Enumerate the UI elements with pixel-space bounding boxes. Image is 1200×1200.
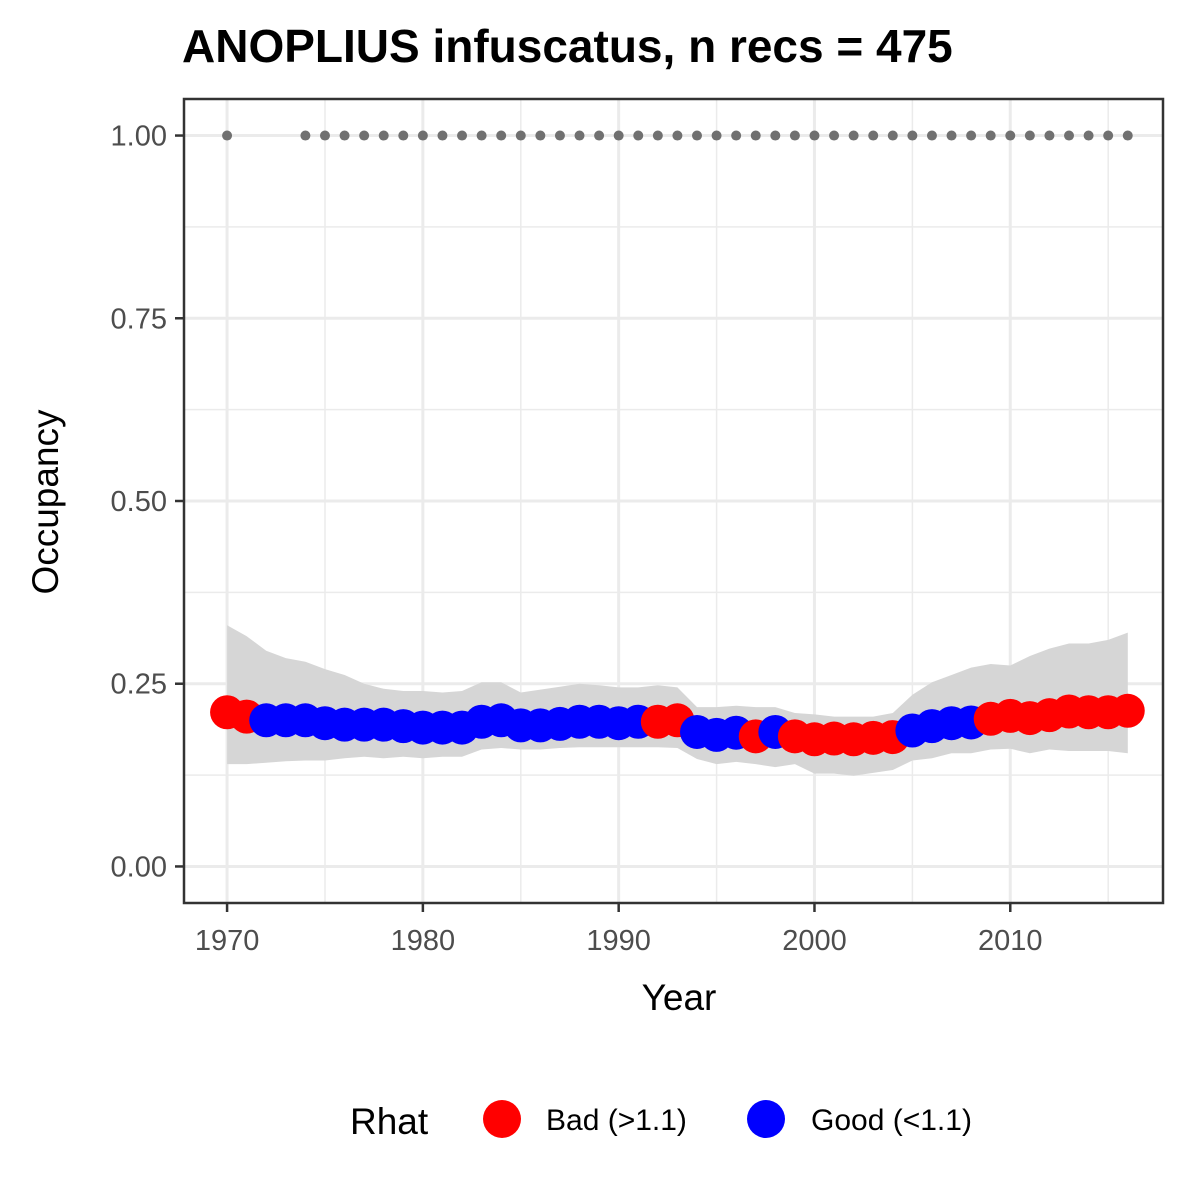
record-point [594, 130, 605, 141]
record-point [868, 130, 879, 141]
record-point [1103, 130, 1114, 141]
record-point [417, 130, 428, 141]
x-axis: 1970 1980 1990 2000 2010 [195, 903, 1043, 957]
record-point [1044, 130, 1055, 141]
record-point [887, 130, 898, 141]
legend: Rhat Bad (>1.1) Good (<1.1) [350, 1100, 972, 1142]
legend-key [747, 1100, 785, 1138]
record-point [1005, 130, 1016, 141]
record-point [907, 130, 918, 141]
record-point [457, 130, 468, 141]
record-point [848, 130, 859, 141]
y-axis: 0.00 0.25 0.50 0.75 1.00 [111, 121, 184, 883]
y-tick-label: 1.00 [111, 121, 167, 153]
record-point [378, 130, 389, 141]
record-point [672, 130, 683, 141]
x-axis-title: Year [642, 977, 717, 1018]
record-point [319, 130, 330, 141]
x-tick-label: 2000 [782, 925, 847, 957]
record-point [829, 130, 840, 141]
legend-title: Rhat [350, 1101, 429, 1142]
record-point [613, 130, 624, 141]
record-point [300, 130, 311, 141]
record-point [770, 130, 781, 141]
y-tick-label: 0.50 [111, 486, 167, 518]
record-point [985, 130, 996, 141]
record-point [398, 130, 409, 141]
x-tick-label: 1970 [195, 925, 260, 957]
legend-label: Bad (>1.1) [546, 1104, 687, 1137]
record-point [731, 130, 742, 141]
record-point [437, 130, 448, 141]
record-point [711, 130, 722, 141]
plot-panel [182, 97, 1165, 905]
record-point [339, 130, 350, 141]
record-point [515, 130, 526, 141]
record-point [222, 130, 233, 141]
record-point [966, 130, 977, 141]
y-axis-title: Occupancy [25, 409, 66, 595]
record-point [1083, 130, 1094, 141]
record-point [789, 130, 800, 141]
record-point [554, 130, 565, 141]
x-tick-label: 1980 [391, 925, 456, 957]
chart-title: ANOPLIUS infuscatus, n recs = 475 [182, 20, 953, 72]
x-tick-label: 2010 [978, 925, 1043, 957]
record-point [1024, 130, 1035, 141]
record-point [535, 130, 546, 141]
y-tick-label: 0.75 [111, 303, 167, 335]
x-tick-label: 1990 [586, 925, 651, 957]
record-point [1122, 130, 1133, 141]
record-point [750, 130, 761, 141]
record-point [633, 130, 644, 141]
legend-label: Good (<1.1) [811, 1104, 972, 1137]
record-point [691, 130, 702, 141]
occupancy-point [1110, 693, 1145, 728]
record-point [476, 130, 487, 141]
legend-key [483, 1100, 521, 1138]
record-point [574, 130, 585, 141]
y-tick-label: 0.00 [111, 851, 167, 883]
record-point [652, 130, 663, 141]
record-point [926, 130, 937, 141]
record-point [359, 130, 370, 141]
record-point [946, 130, 957, 141]
record-point [1064, 130, 1075, 141]
record-point [809, 130, 820, 141]
y-tick-label: 0.25 [111, 669, 167, 701]
record-point [496, 130, 507, 141]
